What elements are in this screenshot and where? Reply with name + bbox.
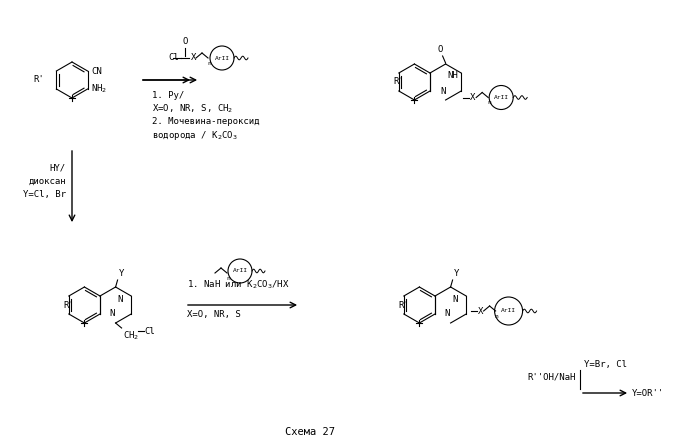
Text: Y: Y xyxy=(454,269,459,278)
Text: Cl: Cl xyxy=(145,327,155,336)
Text: HY/: HY/ xyxy=(50,163,66,173)
Text: R': R' xyxy=(398,300,410,310)
Text: Cl: Cl xyxy=(168,53,179,62)
Text: R''OH/NaH: R''OH/NaH xyxy=(528,372,576,381)
Text: O: O xyxy=(438,45,443,54)
Text: диоксан: диоксан xyxy=(29,177,66,186)
Text: 2. Мочевина-пероксид: 2. Мочевина-пероксид xyxy=(152,117,259,126)
Text: X: X xyxy=(470,93,475,102)
Text: N: N xyxy=(117,295,123,303)
Text: N: N xyxy=(440,86,445,96)
Text: Y: Y xyxy=(119,269,124,278)
Text: водорода / K$_2$CO$_3$: водорода / K$_2$CO$_3$ xyxy=(152,129,238,142)
Text: Y=OR'': Y=OR'' xyxy=(632,388,664,397)
Text: NH$_2$: NH$_2$ xyxy=(91,83,108,95)
Text: O: O xyxy=(182,37,188,46)
Text: ArII: ArII xyxy=(501,308,516,313)
Text: N: N xyxy=(109,308,114,317)
Text: Схема 27: Схема 27 xyxy=(285,427,335,437)
Text: N: N xyxy=(452,295,458,303)
Text: NH: NH xyxy=(447,72,459,81)
Text: CH$_2$: CH$_2$ xyxy=(122,330,139,343)
Text: n: n xyxy=(487,101,491,105)
Text: X=O, NR, S, CH$_2$: X=O, NR, S, CH$_2$ xyxy=(152,103,233,115)
Text: R': R' xyxy=(394,77,405,86)
Text: ArII: ArII xyxy=(493,95,509,100)
Text: Y=Cl, Br: Y=Cl, Br xyxy=(23,190,66,198)
Text: Y=Br, Cl: Y=Br, Cl xyxy=(584,360,627,368)
Text: n: n xyxy=(226,276,230,281)
Text: X: X xyxy=(477,307,483,316)
Text: ArII: ArII xyxy=(233,268,247,274)
Text: n: n xyxy=(495,314,498,319)
Text: R': R' xyxy=(34,76,44,85)
Text: 1. NaH или K$_2$CO$_3$/HX: 1. NaH или K$_2$CO$_3$/HX xyxy=(187,279,289,291)
Text: X: X xyxy=(191,53,196,62)
Text: n: n xyxy=(207,61,211,66)
Text: CN: CN xyxy=(91,66,102,76)
Text: 1. Py/: 1. Py/ xyxy=(152,92,185,101)
Text: N: N xyxy=(444,308,449,317)
Text: ArII: ArII xyxy=(215,56,229,61)
Text: R': R' xyxy=(64,300,74,310)
Text: X=O, NR, S: X=O, NR, S xyxy=(187,310,240,319)
